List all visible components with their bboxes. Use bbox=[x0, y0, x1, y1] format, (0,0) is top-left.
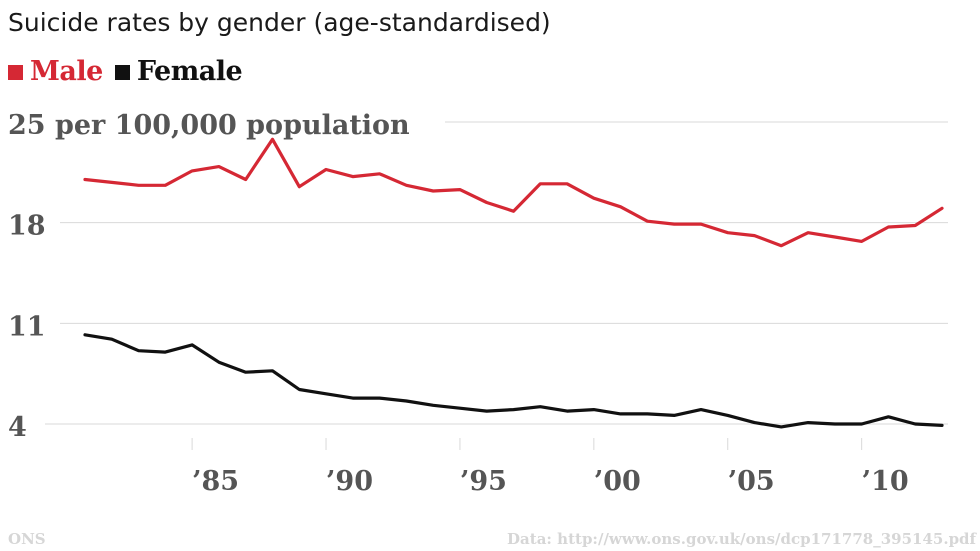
legend-swatch-male bbox=[8, 65, 23, 80]
legend-swatch-female bbox=[114, 65, 130, 80]
x-tick-label: ’85 bbox=[192, 466, 239, 497]
legend: Male Female bbox=[8, 56, 254, 87]
y-tick-label: 4 bbox=[8, 412, 27, 443]
legend-label-male: Male bbox=[30, 56, 103, 87]
x-tick-label: ’10 bbox=[862, 466, 909, 497]
x-tick-label: ’05 bbox=[728, 466, 775, 497]
x-tick-label: ’90 bbox=[326, 466, 373, 497]
series-layer bbox=[83, 137, 944, 429]
series-line-male bbox=[83, 137, 944, 248]
legend-item-female: Female bbox=[114, 56, 243, 87]
y-tick-label: 18 bbox=[8, 211, 46, 242]
x-tick-label: ’95 bbox=[460, 466, 507, 497]
legend-item-male: Male bbox=[8, 56, 103, 87]
axis-layer: 4 11 18 25 per 100,000 population ’85 ’90 ’95 ’… bbox=[8, 110, 909, 497]
y-tick-label: 25 per 100,000 population bbox=[8, 110, 410, 141]
grid-layer bbox=[45, 121, 948, 425]
y-tick-label: 11 bbox=[8, 311, 46, 342]
source-credit: ONS bbox=[8, 530, 46, 548]
series-line-female bbox=[83, 333, 944, 429]
chart-title: Suicide rates by gender (age-standardise… bbox=[8, 8, 551, 37]
data-source-link: Data: http://www.ons.gov.uk/ons/dcp17177… bbox=[507, 530, 976, 548]
x-tick-label: ’00 bbox=[594, 466, 641, 497]
legend-label-female: Female bbox=[136, 56, 243, 87]
